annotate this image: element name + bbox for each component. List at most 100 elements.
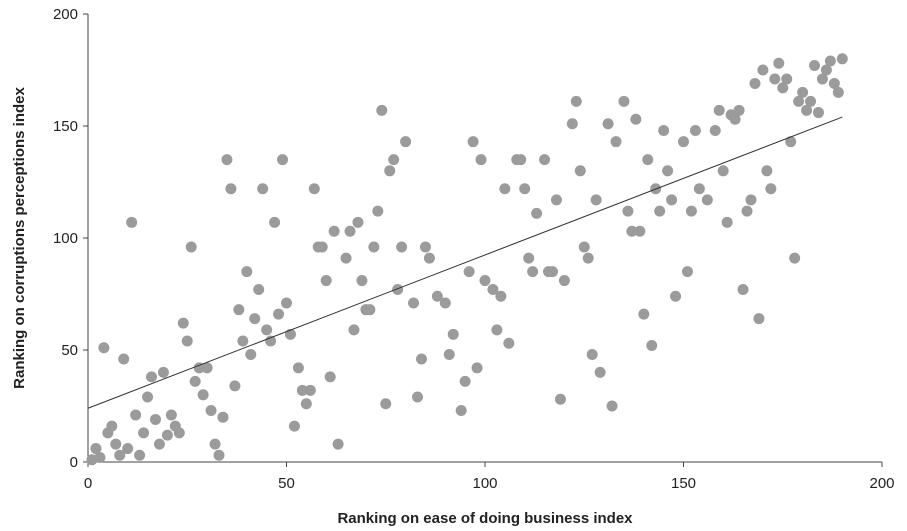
- data-point: [134, 449, 146, 461]
- data-point: [658, 124, 670, 136]
- data-point: [646, 340, 658, 352]
- data-point: [463, 266, 475, 278]
- data-point: [364, 304, 376, 316]
- data-point: [431, 290, 443, 302]
- data-point: [527, 266, 539, 278]
- data-point: [797, 86, 809, 98]
- data-point: [237, 335, 249, 347]
- x-tick-label: 50: [278, 475, 295, 492]
- data-point: [785, 136, 797, 148]
- data-point: [296, 384, 308, 396]
- data-point: [447, 328, 459, 340]
- x-axis-title: Ranking on ease of doing business index: [337, 510, 633, 527]
- data-point: [185, 241, 197, 253]
- data-point: [809, 60, 821, 72]
- data-point: [693, 183, 705, 195]
- data-point: [654, 205, 666, 217]
- y-tick-label: 100: [53, 230, 78, 247]
- data-point: [415, 353, 427, 365]
- data-point: [523, 252, 535, 264]
- data-point: [765, 183, 777, 195]
- data-point: [388, 154, 400, 166]
- x-tick-label: 100: [472, 475, 497, 492]
- data-point: [503, 337, 515, 349]
- data-point: [805, 95, 817, 107]
- data-point: [316, 241, 328, 253]
- data-point: [197, 389, 209, 401]
- data-point: [733, 104, 745, 116]
- data-point: [471, 362, 483, 374]
- data-point: [459, 375, 471, 387]
- data-point: [177, 317, 189, 329]
- data-point: [832, 86, 844, 98]
- data-point: [412, 391, 424, 403]
- data-point: [261, 324, 273, 336]
- data-point: [793, 95, 805, 107]
- data-point: [249, 313, 261, 325]
- data-point: [165, 409, 177, 421]
- data-point: [122, 443, 134, 455]
- data-point: [622, 205, 634, 217]
- data-point: [753, 313, 765, 325]
- x-tick-label: 200: [869, 475, 894, 492]
- data-point: [634, 225, 646, 237]
- data-point: [499, 183, 511, 195]
- data-point: [824, 55, 836, 67]
- data-point: [812, 107, 824, 119]
- data-point: [153, 438, 165, 450]
- y-tick-label: 50: [61, 342, 78, 359]
- x-tick-label: 0: [84, 475, 92, 492]
- data-point: [344, 225, 356, 237]
- data-point: [550, 194, 562, 206]
- y-axis-title: Ranking on corruptions perceptions index: [11, 86, 28, 388]
- data-point: [558, 275, 570, 287]
- data-point: [332, 438, 344, 450]
- data-point: [356, 275, 368, 287]
- data-point: [173, 427, 185, 439]
- y-tick-label: 0: [70, 454, 78, 471]
- data-point: [368, 241, 380, 253]
- data-point: [233, 304, 245, 316]
- data-point: [138, 427, 150, 439]
- data-point: [217, 411, 229, 423]
- data-point: [546, 266, 558, 278]
- data-point: [209, 438, 221, 450]
- data-point: [443, 348, 455, 360]
- data-point: [376, 104, 388, 116]
- data-point: [737, 284, 749, 296]
- data-point: [515, 154, 527, 166]
- data-point: [685, 205, 697, 217]
- data-point: [816, 73, 828, 85]
- data-point: [713, 104, 725, 116]
- data-point: [678, 136, 689, 148]
- data-point: [396, 241, 408, 253]
- data-point: [455, 404, 467, 416]
- data-point: [606, 400, 618, 412]
- data-point: [300, 398, 312, 410]
- data-point: [745, 194, 757, 206]
- data-point: [554, 393, 566, 405]
- data-point: [721, 216, 733, 228]
- data-point: [701, 194, 713, 206]
- data-point: [531, 207, 543, 219]
- data-point: [777, 82, 789, 94]
- data-point: [213, 449, 225, 461]
- data-point: [574, 165, 586, 177]
- data-point: [193, 362, 205, 374]
- data-point: [491, 324, 503, 336]
- y-tick-label: 200: [53, 6, 78, 23]
- data-point: [384, 165, 396, 177]
- data-point: [392, 284, 404, 296]
- trendline-group: [87, 116, 843, 409]
- data-point: [90, 443, 102, 455]
- data-point: [638, 308, 650, 320]
- data-point: [709, 124, 721, 136]
- data-point: [245, 348, 257, 360]
- data-point: [582, 252, 594, 264]
- data-point: [594, 366, 606, 378]
- data-point: [570, 95, 582, 107]
- y-tick-label: 150: [53, 118, 78, 135]
- data-point: [618, 95, 630, 107]
- data-point: [408, 297, 420, 309]
- data-point: [106, 420, 118, 432]
